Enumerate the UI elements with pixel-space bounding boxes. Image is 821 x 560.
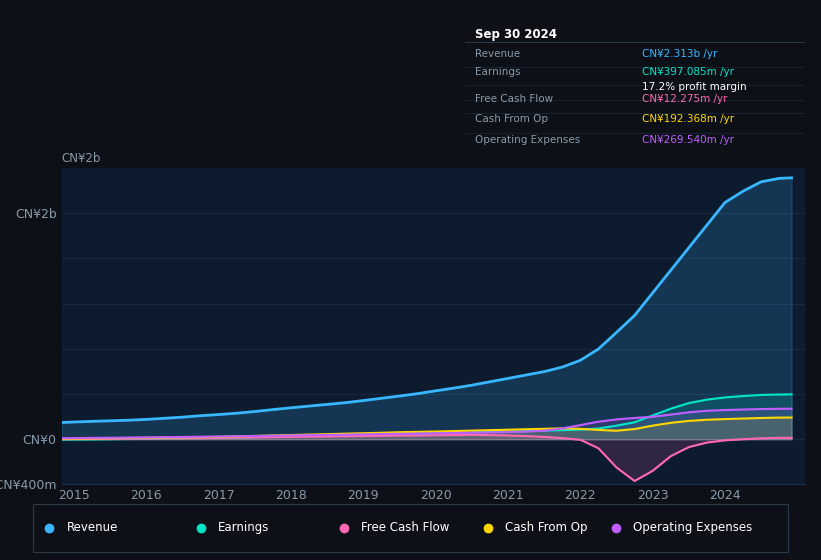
Text: CN¥192.368m /yr: CN¥192.368m /yr <box>642 114 734 124</box>
Text: 17.2% profit margin: 17.2% profit margin <box>642 82 746 92</box>
Text: Operating Expenses: Operating Expenses <box>633 521 753 534</box>
Text: Sep 30 2024: Sep 30 2024 <box>475 29 557 41</box>
Text: Revenue: Revenue <box>67 521 118 534</box>
Text: CN¥397.085m /yr: CN¥397.085m /yr <box>642 67 734 77</box>
Text: Earnings: Earnings <box>475 67 521 77</box>
Text: Operating Expenses: Operating Expenses <box>475 135 580 145</box>
Text: Free Cash Flow: Free Cash Flow <box>475 95 553 104</box>
Text: CN¥269.540m /yr: CN¥269.540m /yr <box>642 135 734 145</box>
Text: Cash From Op: Cash From Op <box>475 114 548 124</box>
Text: Cash From Op: Cash From Op <box>505 521 587 534</box>
Text: Revenue: Revenue <box>475 49 521 59</box>
Text: Earnings: Earnings <box>218 521 269 534</box>
Text: CN¥2.313b /yr: CN¥2.313b /yr <box>642 49 718 59</box>
Text: Free Cash Flow: Free Cash Flow <box>361 521 450 534</box>
Text: CN¥2b: CN¥2b <box>62 152 101 165</box>
Text: CN¥12.275m /yr: CN¥12.275m /yr <box>642 95 727 104</box>
